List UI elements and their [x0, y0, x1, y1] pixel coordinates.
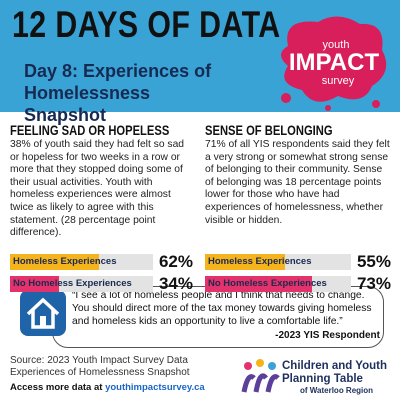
bar-value-label: 55%	[356, 252, 391, 271]
bar-track: Homeless Experiences	[10, 254, 153, 270]
bar	[10, 276, 59, 292]
bar-label: No Homeless Experiences	[13, 278, 132, 289]
house-icon	[20, 290, 66, 336]
bar-label: Homeless Experiences	[208, 256, 312, 267]
bar-track: No Homeless Experiences	[205, 276, 351, 292]
org-name: Planning Table	[282, 373, 363, 385]
logo-top: youth	[323, 39, 350, 51]
panel-text: 71% of all YIS respondents said they fel…	[205, 139, 390, 226]
bar-track: No Homeless Experiences	[10, 276, 153, 292]
panel-title: FEELING SAD OR HOPELESS	[10, 122, 170, 138]
link[interactable]: youthimpactsurvey.ca	[105, 382, 205, 393]
quote-text: “I see a lot of homeless people and I th…	[72, 290, 372, 327]
access-line: Access more data at youthimpactsurvey.ca	[10, 382, 205, 393]
bar-label: Homeless Experiences	[13, 256, 117, 267]
panel-text: 38% of youth said they had felt so sad o…	[10, 139, 185, 239]
panel-title: SENSE OF BELONGING	[205, 122, 333, 138]
org-sub: of Waterloo Region	[300, 386, 374, 395]
org-icon	[241, 359, 280, 393]
subtitle: Day 8: Experiences of Homelessness Snaps…	[24, 61, 212, 125]
bar-value-label: 73%	[356, 274, 391, 293]
org-name: Children and Youth	[282, 360, 387, 372]
bar-track: Homeless Experiences	[205, 254, 351, 270]
bar-label: No Homeless Experiences	[208, 278, 327, 289]
bar	[10, 254, 99, 270]
access-text: Access more data at	[10, 382, 103, 393]
source: Source: 2023 Youth Impact Survey Data Ex…	[10, 355, 190, 378]
title: 12 DAYS OF DATA	[12, 4, 281, 45]
bar-value-label: 62%	[158, 252, 193, 271]
logo-bottom: survey	[322, 75, 355, 87]
bar	[205, 254, 286, 270]
logo-main: IMPACT	[289, 49, 380, 76]
bar-value-label: 34%	[158, 274, 193, 293]
quote-attribution: -2023 YIS Respondent	[275, 330, 380, 341]
bar	[205, 276, 312, 292]
logo: youth IMPACT survey	[281, 16, 387, 111]
